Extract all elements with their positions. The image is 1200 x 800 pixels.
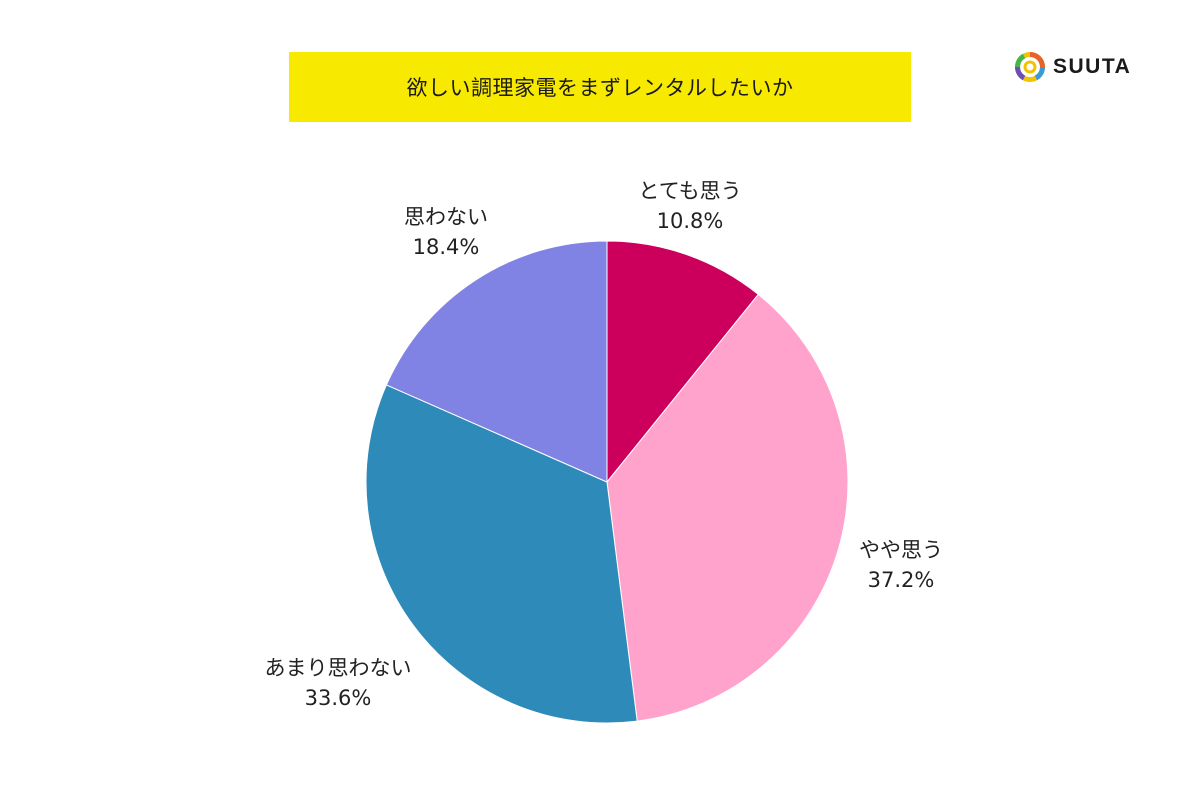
- slice-label-name: 思わない: [404, 205, 488, 229]
- slice-label-name: とても思う: [638, 179, 742, 203]
- slice-label-omowanai: 思わない 18.4%: [404, 202, 488, 262]
- chart-title-banner: 欲しい調理家電をまずレンタルしたいか: [289, 52, 911, 122]
- brand-logo: SUUTA: [1014, 50, 1131, 84]
- slice-label-value: 18.4%: [412, 235, 480, 259]
- slice-label-value: 37.2%: [867, 568, 935, 592]
- slice-label-name: あまり思わない: [264, 656, 412, 680]
- brand-name: SUUTA: [1053, 55, 1132, 78]
- slice-label-value: 10.8%: [656, 209, 724, 233]
- slice-label-totemo-omou: とても思う 10.8%: [638, 176, 741, 236]
- slice-totemo-omou: [606, 240, 759, 484]
- chart-title: 欲しい調理家電をまずレンタルしたいか: [406, 76, 794, 100]
- slice-omowanai: [385, 240, 608, 483]
- slice-label-value: 33.6%: [304, 686, 372, 710]
- slice-label-amari-omowanai: あまり思わない 33.6%: [265, 653, 412, 713]
- slice-yaya-omou: [606, 293, 849, 722]
- slice-label-yaya-omou: やや思う 37.2%: [859, 535, 943, 595]
- slice-label-name: やや思う: [859, 538, 943, 562]
- ring-logo-icon: [1014, 52, 1046, 82]
- slice-amari-omowanai: [365, 384, 638, 724]
